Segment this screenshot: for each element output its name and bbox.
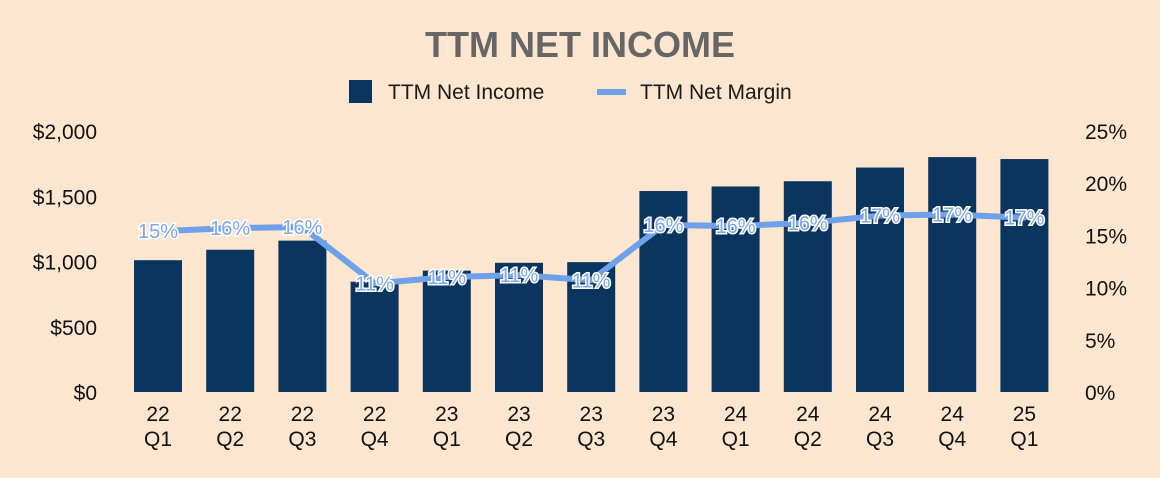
left-tick-label: $0 [74, 382, 97, 405]
margin-line-series: 15% 16% 16% 11% 11% 11% 11% 16% 16% 16% 17% 17% 17% [136, 203, 1046, 297]
margin-data-label: 16% [788, 213, 828, 235]
x-tick-year: 24 [796, 403, 820, 426]
x-tick-quarter: Q1 [722, 428, 750, 451]
income-bar [134, 260, 182, 392]
legend: TTM Net Income TTM Net Margin [349, 80, 792, 104]
x-tick-year: 23 [580, 403, 603, 426]
margin-data-label: 16% [210, 218, 250, 240]
x-tick-year: 22 [219, 403, 242, 426]
right-tick-label: 15% [1085, 225, 1127, 248]
x-tick-quarter: Q3 [866, 428, 894, 451]
x-tick-quarter: Q3 [577, 428, 605, 451]
margin-data-label: 11% [428, 267, 467, 289]
right-tick-label: 0% [1085, 382, 1115, 405]
x-tick-quarter: Q2 [794, 428, 822, 451]
margin-data-label: 17% [932, 205, 972, 227]
x-tick-year: 24 [941, 403, 965, 426]
margin-data-label: 11% [500, 265, 539, 287]
income-bar [783, 181, 832, 392]
income-bar [495, 262, 543, 392]
x-tick-quarter: Q2 [216, 428, 244, 451]
legend-label-net-income: TTM Net Income [388, 81, 544, 104]
income-bar [711, 186, 760, 392]
x-tick-year: 23 [507, 403, 530, 426]
x-tick-quarter: Q1 [144, 428, 172, 451]
x-tick-year: 22 [363, 403, 386, 426]
left-tick-label: $2,000 [33, 121, 97, 144]
x-tick-year: 25 [1013, 403, 1036, 426]
x-tick-year: 22 [291, 403, 314, 426]
legend-label-net-margin: TTM Net Margin [640, 81, 792, 104]
x-tick-quarter: Q3 [288, 428, 316, 451]
x-tick-quarter: Q2 [505, 428, 533, 451]
x-tick-quarter: Q1 [433, 428, 461, 451]
chart-title: TTM NET INCOME [425, 24, 735, 65]
x-tick-year: 23 [652, 403, 675, 426]
left-tick-label: $1,500 [33, 186, 97, 209]
margin-data-label: 16% [716, 216, 756, 238]
margin-data-label: 16% [643, 215, 683, 237]
income-bar [567, 262, 616, 392]
income-bar [856, 167, 904, 392]
x-tick-year: 23 [435, 403, 458, 426]
income-bar [350, 281, 399, 392]
right-tick-label: 10% [1085, 278, 1127, 301]
right-tick-label: 5% [1085, 330, 1115, 353]
x-tick-year: 24 [724, 403, 748, 426]
margin-data-label: 11% [355, 273, 394, 295]
margin-data-label: 15% [138, 221, 178, 243]
margin-data-label: 17% [860, 206, 900, 228]
margin-data-label: 16% [282, 217, 322, 239]
income-bar [206, 249, 255, 392]
income-bar [928, 157, 977, 392]
x-tick-quarter: Q4 [938, 428, 966, 451]
income-bar [278, 240, 327, 392]
left-tick-label: $500 [50, 317, 97, 340]
x-tick-quarter: Q4 [649, 428, 677, 451]
right-tick-label: 25% [1085, 121, 1127, 144]
x-tick-year: 24 [868, 403, 892, 426]
x-tick-quarter: Q4 [361, 428, 389, 451]
right-tick-label: 20% [1085, 173, 1127, 196]
margin-data-label: 11% [572, 270, 611, 292]
margin-line [155, 211, 1028, 287]
x-tick-quarter: Q1 [1010, 428, 1038, 451]
margin-data-label: 17% [1004, 208, 1044, 230]
income-bar [1000, 159, 1049, 392]
legend-swatch-net-income [349, 80, 372, 103]
x-axis: 22Q122Q222Q322Q423Q123Q223Q323Q424Q124Q2… [144, 403, 1038, 451]
x-tick-year: 22 [146, 403, 169, 426]
left-axis: $0 $500 $1,000 $1,500 $2,000 [33, 121, 97, 405]
income-bar [422, 270, 471, 392]
left-tick-label: $1,000 [33, 252, 97, 275]
right-axis: 0% 5% 10% 15% 20% 25% [1085, 121, 1127, 405]
income-bars [134, 157, 1049, 392]
